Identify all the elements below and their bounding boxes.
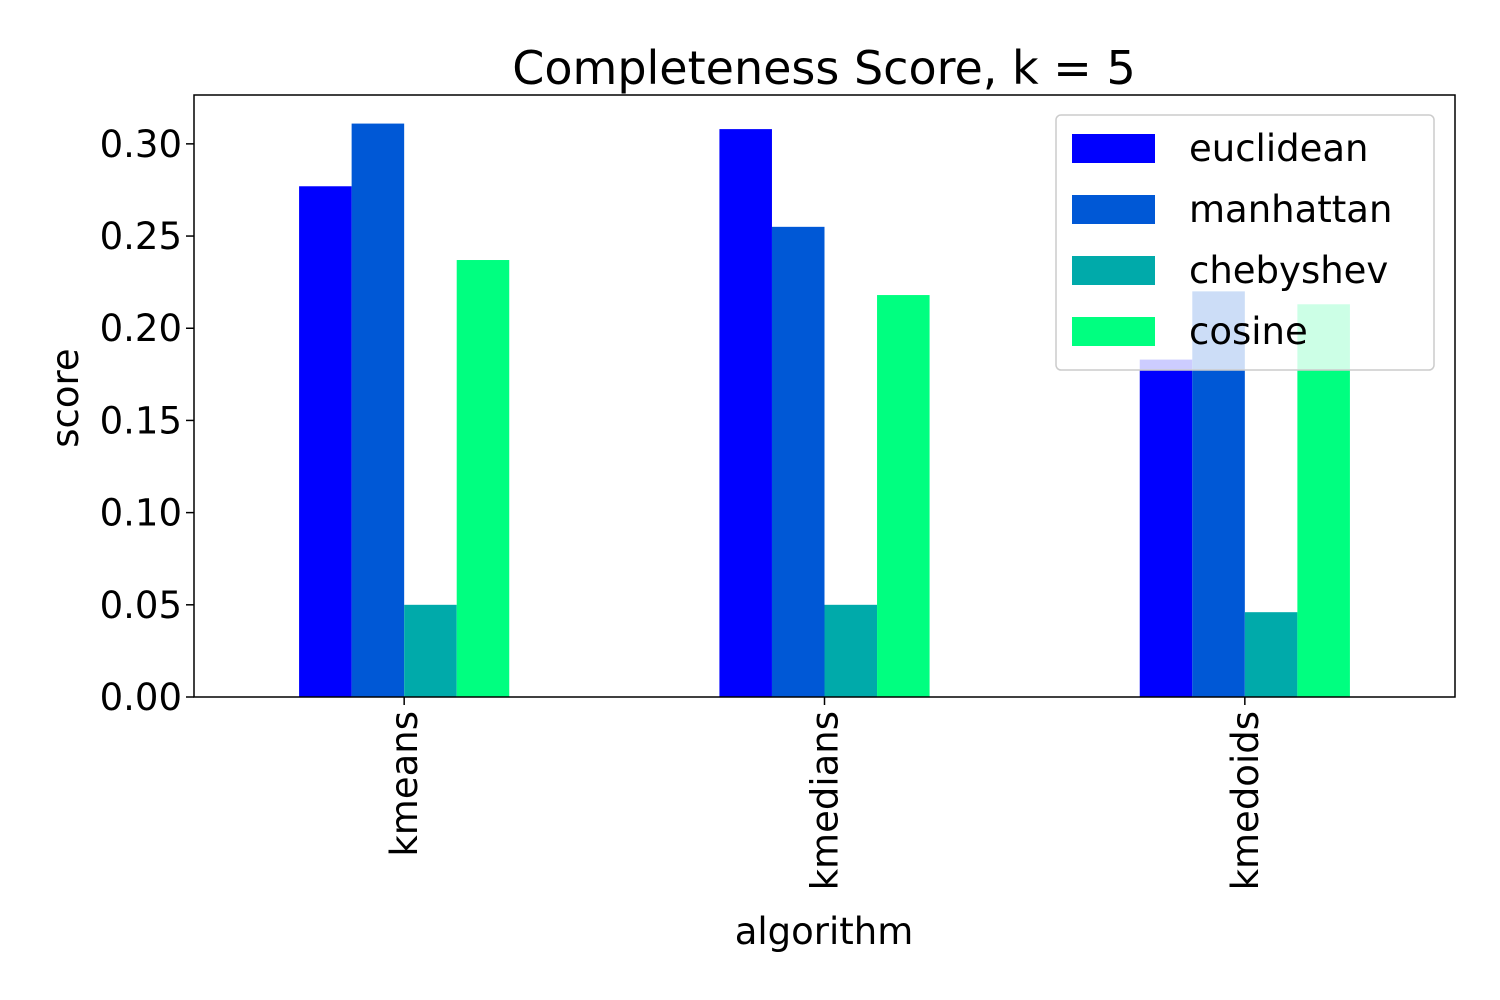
y-tick-label: 0.10 <box>100 492 182 535</box>
y-tick-label: 0.20 <box>100 307 182 350</box>
y-tick-label: 0.25 <box>100 215 182 258</box>
legend-label-cosine: cosine <box>1189 310 1308 353</box>
bar-euclidean-kmeans <box>299 186 352 697</box>
legend-swatch-manhattan <box>1072 195 1155 224</box>
y-tick-label: 0.05 <box>100 584 182 627</box>
x-axis: kmeans kmedians kmedoids <box>383 697 1267 890</box>
bar-cosine-kmeans <box>456 260 510 697</box>
legend-box <box>1055 114 1435 371</box>
y-axis: 0.00 0.05 0.10 0.15 0.20 0.25 0.30 <box>100 123 194 719</box>
legend-label-manhattan: manhattan <box>1189 188 1392 231</box>
y-tick-label: 0.15 <box>100 399 182 442</box>
bar-manhattan-kmedians <box>771 226 825 697</box>
bar-chebyshev-kmedoids <box>1244 612 1298 697</box>
bar-cosine-kmedians <box>877 295 930 697</box>
x-tick-label-kmedoids: kmedoids <box>1224 711 1267 890</box>
y-tick-label: 0.00 <box>100 676 182 719</box>
legend: euclidean manhattan chebyshev cosine <box>1055 114 1435 371</box>
legend-swatch-euclidean <box>1072 134 1155 163</box>
x-tick-label-kmedians: kmedians <box>804 711 847 890</box>
x-axis-label: algorithm <box>735 910 914 953</box>
bar-chebyshev-kmedians <box>824 604 878 697</box>
y-axis-label: score <box>44 348 87 447</box>
bar-chebyshev-kmeans <box>404 604 457 697</box>
legend-swatch-cosine <box>1072 317 1155 346</box>
plot-bars <box>299 123 1350 698</box>
chart-title: Completeness Score, k = 5 <box>512 41 1135 95</box>
bar-euclidean-kmedians <box>719 129 772 698</box>
legend-label-euclidean: euclidean <box>1189 127 1369 170</box>
legend-label-chebyshev: chebyshev <box>1189 249 1388 292</box>
bar-euclidean-kmedoids <box>1139 359 1193 697</box>
x-tick-label-kmeans: kmeans <box>383 711 426 857</box>
legend-swatch-chebyshev <box>1072 256 1155 285</box>
bar-manhattan-kmeans <box>351 123 405 698</box>
y-tick-label: 0.30 <box>100 123 182 166</box>
